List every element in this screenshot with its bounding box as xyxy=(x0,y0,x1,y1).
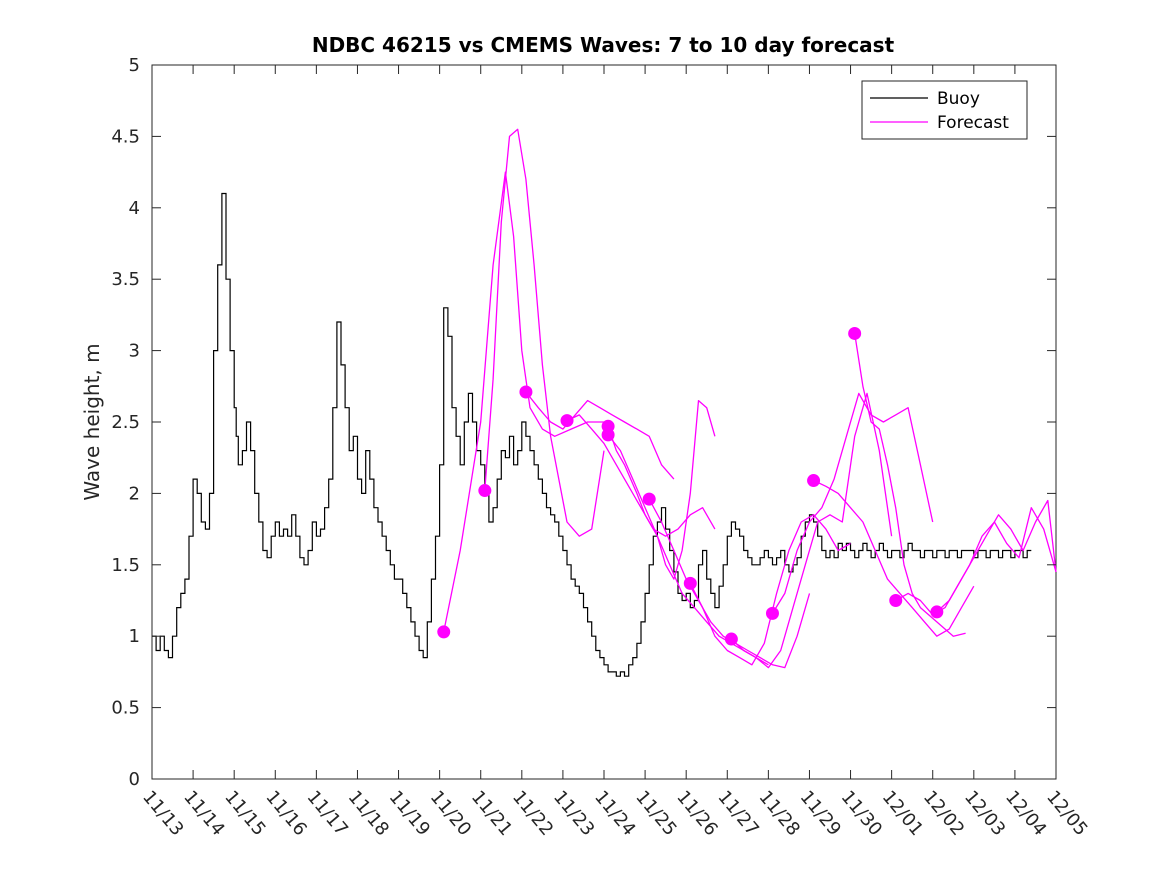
forecast-start-marker-8 xyxy=(683,576,697,590)
forecast-line-10 xyxy=(771,392,934,614)
forecast-start-marker-3 xyxy=(519,385,533,399)
y-tick-label: 2 xyxy=(129,483,140,504)
y-axis-ticks: 0 0.5 1 1.5 2 2.5 3 3.5 4 4.5 5 xyxy=(111,55,1056,790)
forecast-line-1 xyxy=(443,171,604,633)
forecast-start-marker-7 xyxy=(642,492,656,506)
forecast-line-5 xyxy=(607,399,716,580)
y-tick-label: 3 xyxy=(129,341,140,362)
legend-buoy-label: Buoy xyxy=(937,89,980,109)
y-tick-label: 3.5 xyxy=(111,269,140,290)
y-tick-label: 4 xyxy=(129,198,140,219)
forecast-line-12 xyxy=(854,333,966,637)
buoy-series xyxy=(152,192,1032,677)
buoy-line xyxy=(152,192,1032,677)
forecast-line-3 xyxy=(525,391,675,480)
forecast-line-13 xyxy=(895,507,1057,616)
forecast-start-marker-4 xyxy=(560,414,574,428)
y-tick-label: 5 xyxy=(129,55,140,76)
forecast-line-2 xyxy=(484,128,605,537)
y-axis-label: Wave height, m xyxy=(80,343,104,500)
forecast-line-9 xyxy=(730,392,893,669)
y-tick-label: 2.5 xyxy=(111,412,140,433)
y-tick-label: 1.5 xyxy=(111,555,140,576)
forecast-start-marker-13 xyxy=(889,594,903,607)
y-tick-label: 4.5 xyxy=(111,126,140,147)
legend: Buoy Forecast xyxy=(861,80,1028,140)
legend-forecast-label: Forecast xyxy=(937,113,1009,133)
chart-title: NDBC 46215 vs CMEMS Waves: 7 to 10 day f… xyxy=(312,33,895,57)
y-tick-label: 1 xyxy=(129,626,140,647)
y-tick-label: 0 xyxy=(129,769,140,790)
y-tick-label: 0.5 xyxy=(111,698,140,719)
forecast-start-markers xyxy=(437,326,944,646)
forecast-start-marker-12 xyxy=(848,326,862,340)
forecast-start-marker-6 xyxy=(601,428,615,442)
legend-box xyxy=(861,80,1028,140)
forecast-start-marker-2 xyxy=(478,484,492,498)
forecast-start-marker-11 xyxy=(807,474,821,488)
forecast-start-marker-9 xyxy=(724,632,738,646)
forecast-start-marker-1 xyxy=(437,625,451,639)
forecast-start-marker-10 xyxy=(765,606,779,620)
forecast-line-4 xyxy=(566,414,716,537)
forecast-start-marker-14 xyxy=(930,605,944,619)
forecast-line-14 xyxy=(936,499,1057,613)
